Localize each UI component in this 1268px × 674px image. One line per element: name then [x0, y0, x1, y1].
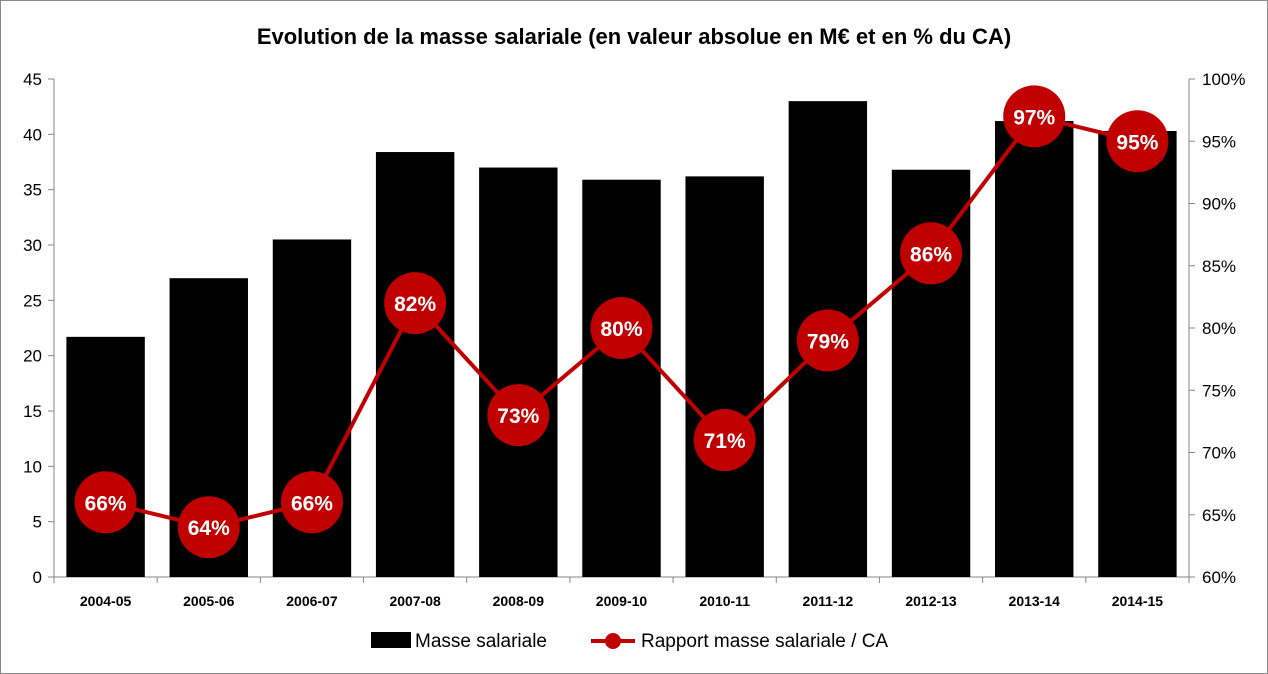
x-axis-tick-label: 2008-09 [493, 593, 545, 609]
legend-label-line: Rapport masse salariale / CA [641, 631, 888, 652]
bar [375, 152, 455, 578]
right-axis-tick-label: 75% [1202, 381, 1236, 400]
ratio-marker [900, 222, 963, 285]
x-axis-tick-label: 2005-06 [183, 593, 235, 609]
chart-title: Evolution de la masse salariale (en vale… [257, 24, 1011, 49]
x-axis-tick-label: 2009-10 [596, 593, 648, 609]
x-axis-tick-label: 2004-05 [80, 593, 132, 609]
right-axis-tick-label: 70% [1202, 444, 1236, 463]
legend: Masse salariale Rapport masse salariale … [371, 631, 888, 652]
bar [1098, 131, 1177, 577]
ratio-marker [384, 272, 447, 335]
plot-area: 0 5 10 15 20 25 30 35 40 45 60% 65% 70% 75% 80% 85% 90% 9… [23, 70, 1245, 609]
ratio-data-label: 86% [910, 243, 952, 266]
left-axis-tick-label: 25 [23, 291, 42, 310]
ratio-data-label: 71% [704, 430, 746, 453]
x-axis-tick-label: 2006-07 [286, 593, 338, 609]
right-axis-tick-label: 90% [1202, 195, 1236, 214]
ratio-marker [590, 297, 653, 359]
ratio-data-label: 97% [1013, 106, 1055, 129]
right-axis-tick-label: 60% [1202, 568, 1236, 587]
ratio-marker [1106, 110, 1169, 173]
right-axis-tick-label: 100% [1202, 70, 1245, 89]
ratio-data-label: 79% [807, 330, 849, 353]
legend-swatch-marker [605, 633, 621, 649]
legend-swatch-bars [371, 632, 411, 648]
left-axis-tick-label: 5 [33, 513, 42, 532]
ratio-marker [280, 471, 343, 534]
ratio-data-label: 82% [394, 293, 436, 316]
bar [685, 176, 764, 578]
ratio-data-label: 73% [497, 405, 539, 428]
bar [582, 179, 661, 577]
ratio-data-label: 64% [188, 517, 230, 540]
x-axis-tick-label: 2007-08 [389, 593, 441, 609]
left-axis-tick-label: 30 [23, 236, 42, 255]
left-axis-tick-label: 10 [23, 457, 42, 476]
ratio-marker [177, 496, 240, 559]
x-axis-tick-label: 2012-13 [905, 593, 957, 609]
ratio-marker [1003, 85, 1066, 148]
right-axis-tick-label: 85% [1202, 257, 1236, 276]
ratio-marker [693, 409, 756, 472]
right-axis-tick-label: 65% [1202, 506, 1236, 525]
ratio-data-label: 66% [291, 492, 333, 515]
ratio-data-label: 80% [600, 318, 642, 341]
ratio-data-label: 66% [85, 492, 127, 515]
x-axis-tick-label: 2010-11 [699, 593, 750, 609]
left-axis-tick-label: 45 [23, 70, 42, 89]
left-axis-tick-label: 35 [23, 181, 42, 200]
left-axis-tick-label: 15 [23, 402, 42, 421]
ratio-data-label: 95% [1116, 131, 1158, 154]
left-axis-tick-label: 0 [33, 568, 42, 587]
x-axis-tick-label: 2011-12 [803, 593, 854, 609]
bar [995, 121, 1074, 577]
right-axis-tick-label: 95% [1202, 132, 1236, 151]
ratio-marker [487, 384, 550, 447]
ratio-marker [796, 309, 859, 372]
x-axis-tick-label: 2014-15 [1112, 593, 1164, 609]
left-axis-tick-label: 40 [23, 125, 42, 144]
bar [66, 336, 145, 577]
x-axis-tick-label: 2013-14 [1009, 593, 1061, 609]
legend-label-bars: Masse salariale [415, 631, 547, 652]
ratio-marker [74, 471, 137, 534]
bar [479, 167, 558, 578]
right-axis-tick-label: 80% [1202, 319, 1236, 338]
left-axis-tick-label: 20 [23, 347, 42, 366]
